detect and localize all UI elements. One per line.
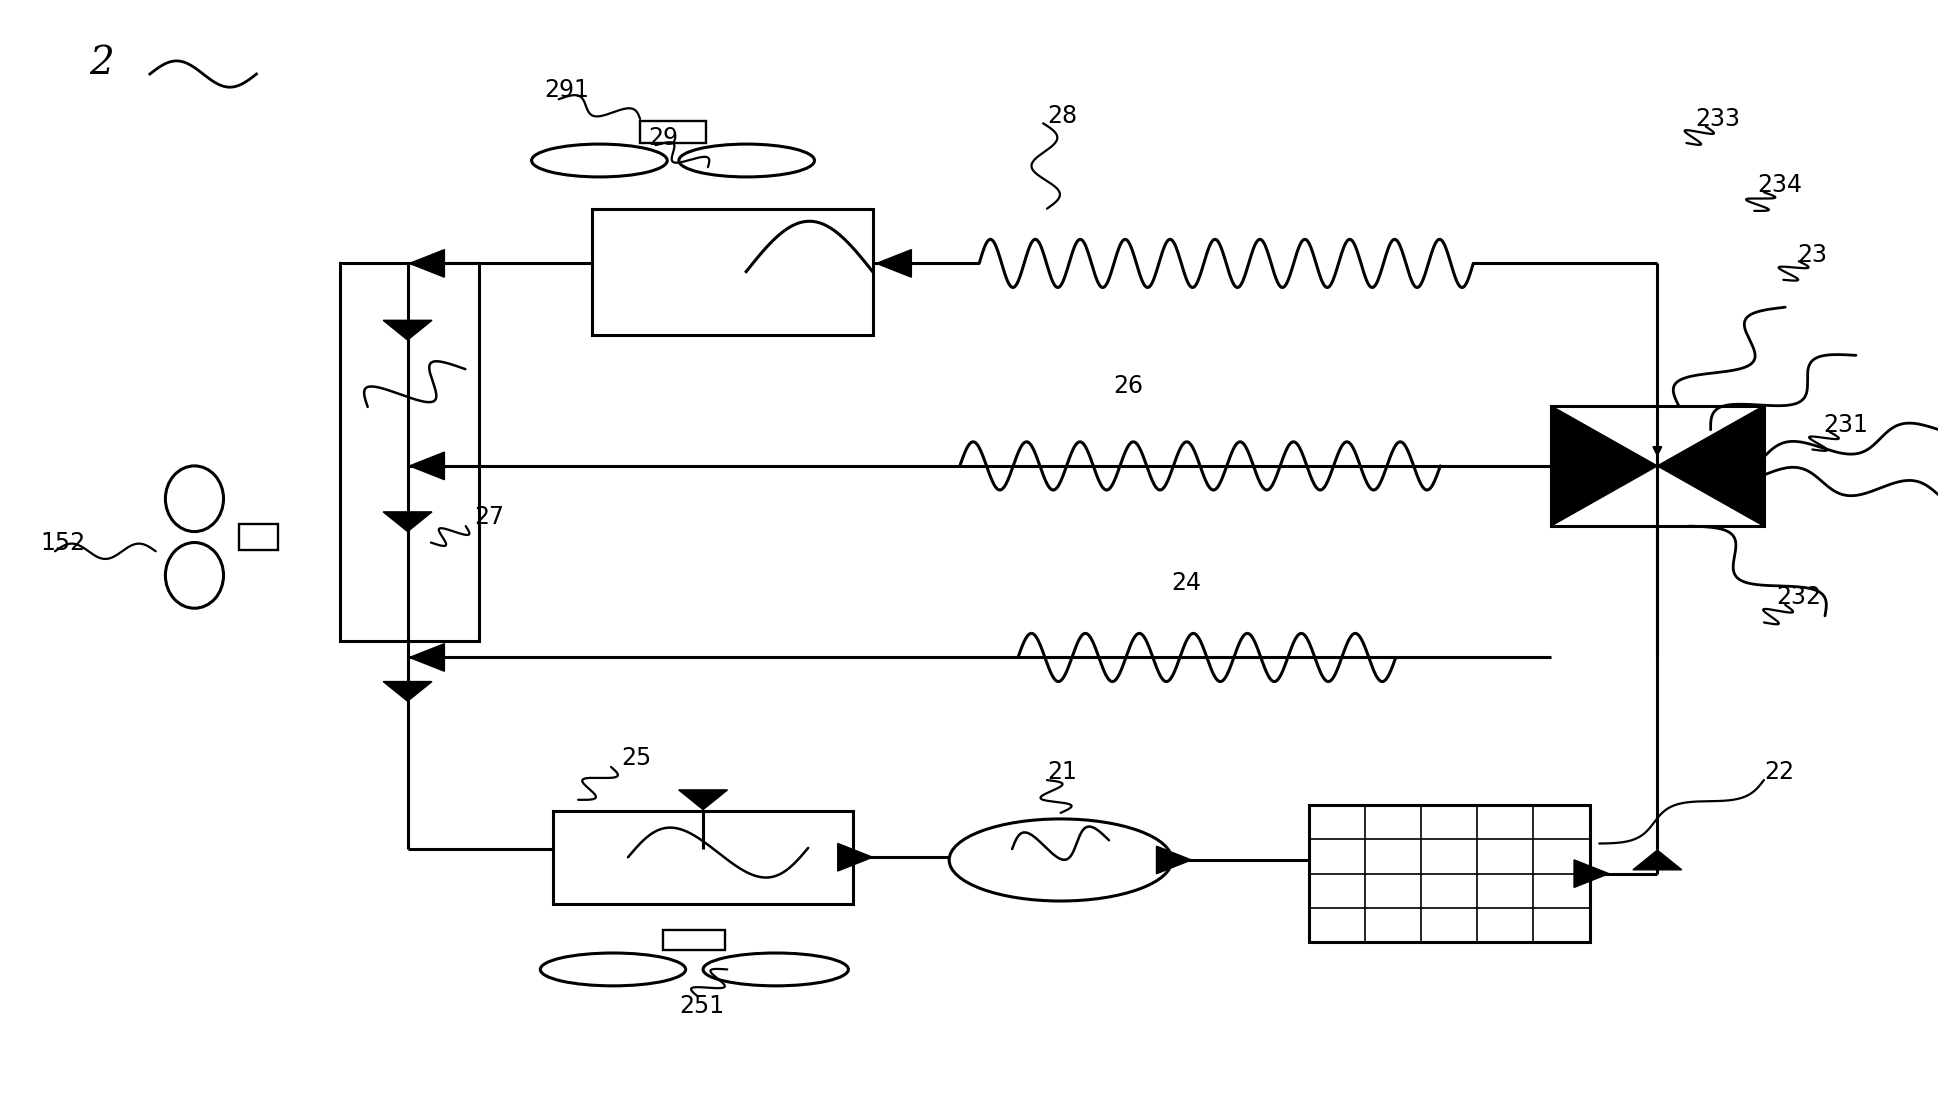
Bar — [1309, 806, 1590, 943]
Text: 23: 23 — [1797, 242, 1827, 266]
Text: 29: 29 — [648, 126, 679, 149]
Text: 22: 22 — [1764, 761, 1794, 785]
Polygon shape — [1633, 850, 1681, 870]
Text: 152: 152 — [41, 530, 85, 555]
Polygon shape — [384, 320, 432, 340]
Polygon shape — [838, 844, 873, 871]
Polygon shape — [409, 643, 444, 671]
Text: 234: 234 — [1757, 172, 1801, 196]
Polygon shape — [409, 250, 444, 277]
Text: 251: 251 — [679, 994, 725, 1017]
Text: 233: 233 — [1695, 107, 1739, 130]
Polygon shape — [876, 250, 911, 277]
Bar — [640, 121, 706, 142]
Text: 232: 232 — [1776, 585, 1821, 609]
Polygon shape — [1658, 406, 1764, 526]
Bar — [339, 263, 479, 641]
Text: 291: 291 — [545, 79, 589, 102]
Polygon shape — [384, 512, 432, 532]
Bar — [238, 524, 277, 550]
Text: 231: 231 — [1823, 413, 1867, 437]
Bar — [663, 931, 725, 950]
Text: 27: 27 — [473, 505, 504, 529]
Polygon shape — [384, 682, 432, 701]
Text: 2: 2 — [89, 45, 114, 81]
Polygon shape — [1574, 860, 1609, 888]
Polygon shape — [409, 453, 444, 480]
Text: 21: 21 — [1047, 761, 1078, 785]
Polygon shape — [1156, 846, 1191, 874]
Text: 28: 28 — [1047, 104, 1078, 127]
Text: 26: 26 — [1113, 374, 1144, 398]
Polygon shape — [1551, 406, 1658, 526]
Polygon shape — [679, 790, 727, 810]
Text: 25: 25 — [620, 746, 652, 770]
Bar — [591, 208, 873, 334]
Text: 24: 24 — [1171, 571, 1202, 595]
Bar — [1551, 406, 1764, 526]
Bar — [553, 811, 853, 904]
